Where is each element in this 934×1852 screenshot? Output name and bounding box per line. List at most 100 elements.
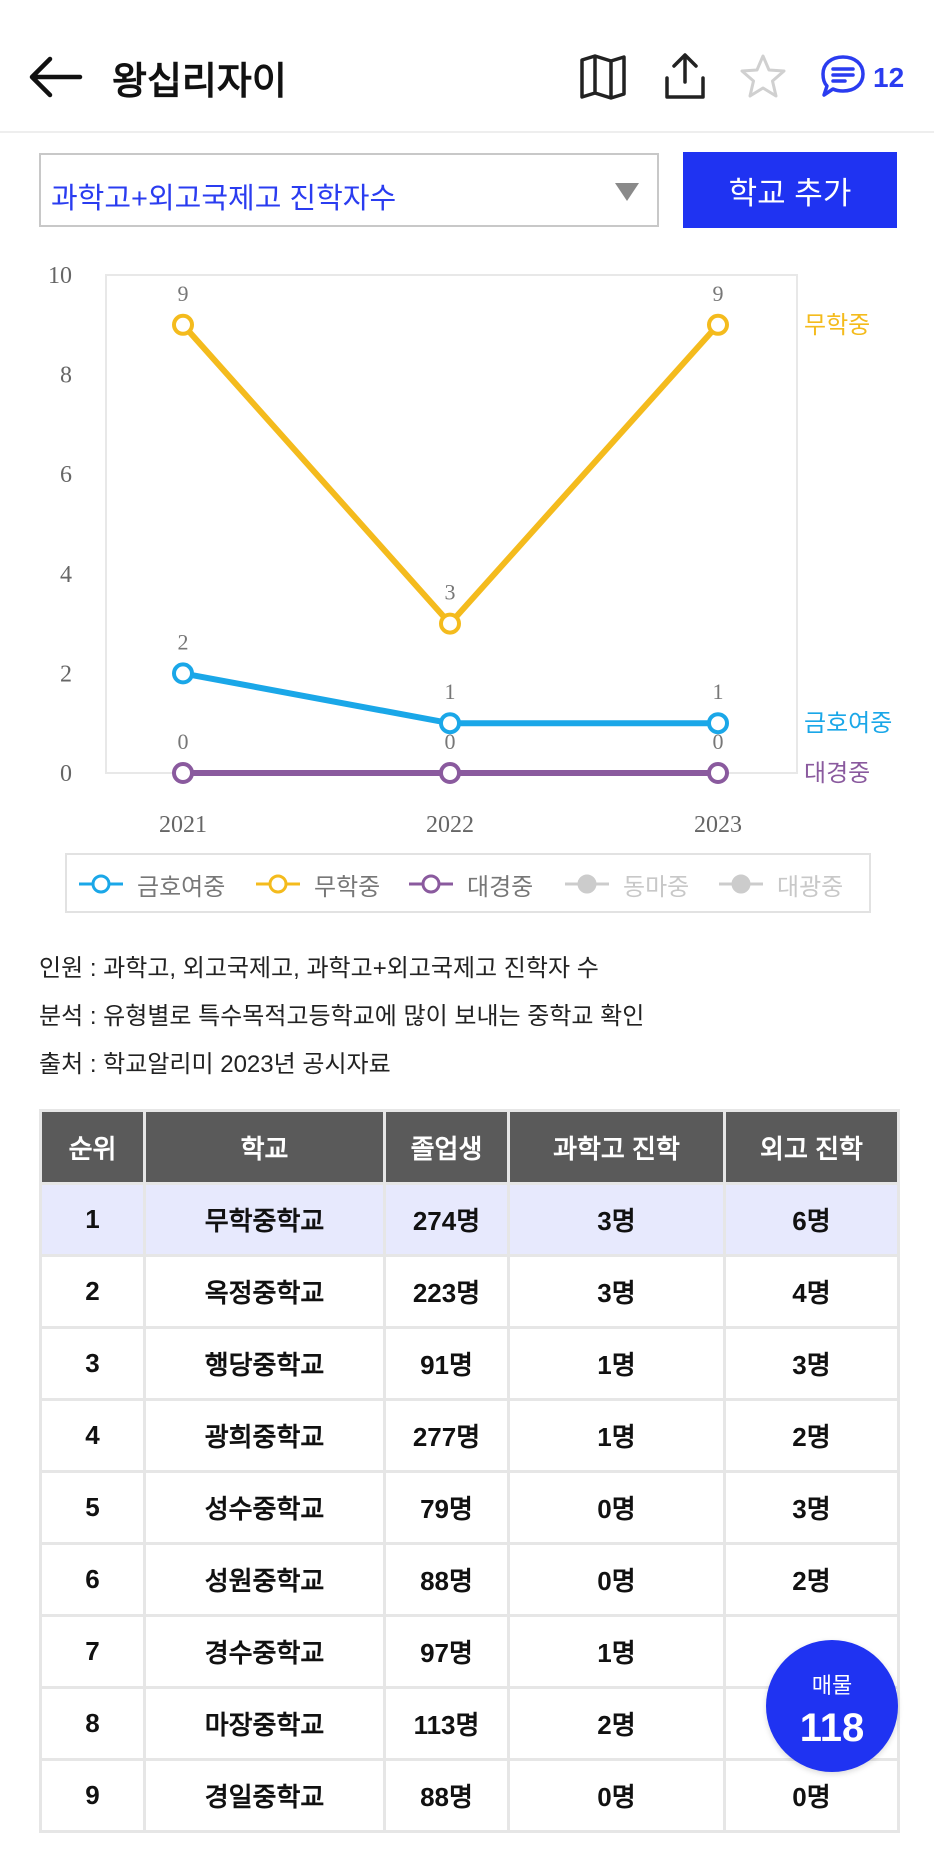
table-row[interactable]: 9 경일중학교 88명 0명 0명 bbox=[39, 1758, 900, 1833]
table-row[interactable]: 2 옥정중학교 223명 3명 4명 bbox=[39, 1254, 900, 1329]
x-tick-label: 2022 bbox=[426, 812, 474, 838]
note-members: 인원 : 과학고, 외고국제고, 과학고+외고국제고 진학자 수 bbox=[39, 955, 599, 982]
cell-foreign: 3명 bbox=[723, 1470, 900, 1545]
data-point bbox=[439, 612, 461, 635]
data-point bbox=[439, 762, 461, 784]
cell-rank: 3 bbox=[39, 1326, 146, 1401]
y-tick-label: 4 bbox=[60, 562, 72, 588]
chart-legend: 금호여중 무학중 대경중 동마중 대광중 bbox=[65, 853, 871, 913]
legend-label: 대광중 bbox=[777, 873, 844, 901]
share-icon[interactable] bbox=[660, 52, 710, 102]
cell-science: 0명 bbox=[507, 1542, 726, 1617]
cell-school: 성원중학교 bbox=[143, 1542, 386, 1617]
series-end-label: 무학중 bbox=[804, 311, 870, 339]
header-foreign-hs: 외고 진학 bbox=[723, 1109, 900, 1185]
data-label: 2 bbox=[178, 629, 189, 654]
data-label: 0 bbox=[713, 729, 724, 754]
cell-school: 행당중학교 bbox=[143, 1326, 386, 1401]
table-row[interactable]: 7 경수중학교 97명 1명 bbox=[39, 1614, 900, 1689]
metric-select[interactable]: 과학고+외고국제고 진학자수 bbox=[39, 153, 659, 227]
cell-rank: 4 bbox=[39, 1398, 146, 1473]
note-analysis: 분석 : 유형별로 특수목적고등학교에 많이 보내는 중학교 확인 bbox=[39, 1003, 645, 1030]
data-label: 1 bbox=[713, 679, 724, 704]
page-title: 왕십리자이 bbox=[112, 61, 287, 103]
cell-science: 0명 bbox=[507, 1470, 726, 1545]
listings-fab[interactable]: 매물 118 bbox=[766, 1640, 898, 1772]
ranking-table: 순위 학교 졸업생 과학고 진학 외고 진학 1 무학중학교 274명 3명 6… bbox=[39, 1109, 900, 1833]
data-label: 9 bbox=[713, 281, 724, 306]
cell-graduates: 274명 bbox=[383, 1182, 510, 1257]
legend-marker-icon bbox=[719, 874, 763, 894]
legend-marker-icon bbox=[256, 874, 300, 894]
header-science-hs: 과학고 진학 bbox=[507, 1109, 726, 1185]
cell-school: 경일중학교 bbox=[143, 1758, 386, 1833]
data-label: 1 bbox=[445, 679, 456, 704]
y-tick-label: 6 bbox=[60, 462, 72, 488]
y-tick-label: 2 bbox=[60, 661, 72, 687]
cell-school: 광희중학교 bbox=[143, 1398, 386, 1473]
cell-science: 3명 bbox=[507, 1182, 726, 1257]
comment-icon[interactable] bbox=[818, 52, 868, 102]
cell-foreign: 4명 bbox=[723, 1254, 900, 1329]
chevron-down-icon bbox=[615, 183, 639, 201]
legend-item[interactable]: 무학중 bbox=[254, 867, 380, 901]
data-label: 0 bbox=[178, 729, 189, 754]
cell-graduates: 113명 bbox=[383, 1686, 510, 1761]
cell-foreign: 0명 bbox=[723, 1758, 900, 1833]
cell-science: 2명 bbox=[507, 1686, 726, 1761]
legend-label: 무학중 bbox=[314, 873, 381, 901]
cell-science: 1명 bbox=[507, 1326, 726, 1401]
table-row[interactable]: 5 성수중학교 79명 0명 3명 bbox=[39, 1470, 900, 1545]
cell-school: 성수중학교 bbox=[143, 1470, 386, 1545]
legend-item[interactable]: 금호여중 bbox=[77, 867, 225, 901]
cell-rank: 5 bbox=[39, 1470, 146, 1545]
back-arrow-icon[interactable] bbox=[28, 52, 84, 102]
legend-marker-icon bbox=[79, 874, 123, 894]
y-tick-label: 0 bbox=[60, 761, 72, 787]
header-rank: 순위 bbox=[39, 1109, 146, 1185]
cell-school: 경수중학교 bbox=[143, 1614, 386, 1689]
fab-count: 118 bbox=[799, 1706, 865, 1750]
cell-rank: 6 bbox=[39, 1542, 146, 1617]
cell-graduates: 277명 bbox=[383, 1398, 510, 1473]
cell-school: 무학중학교 bbox=[143, 1182, 386, 1257]
cell-rank: 2 bbox=[39, 1254, 146, 1329]
data-label: 9 bbox=[178, 281, 189, 306]
series-end-label: 금호여중 bbox=[804, 709, 892, 737]
chart-notes: 인원 : 과학고, 외고국제고, 과학고+외고국제고 진학자 수 분석 : 유형… bbox=[39, 945, 644, 1089]
header-graduates: 졸업생 bbox=[383, 1109, 510, 1185]
data-point bbox=[172, 662, 194, 685]
map-icon[interactable] bbox=[578, 52, 628, 102]
cell-foreign: 6명 bbox=[723, 1182, 900, 1257]
cell-foreign: 2명 bbox=[723, 1542, 900, 1617]
table-row[interactable]: 3 행당중학교 91명 1명 3명 bbox=[39, 1326, 900, 1401]
legend-label: 금호여중 bbox=[137, 873, 226, 901]
cell-graduates: 88명 bbox=[383, 1542, 510, 1617]
cell-rank: 7 bbox=[39, 1614, 146, 1689]
x-tick-label: 2021 bbox=[159, 812, 207, 838]
header-school: 학교 bbox=[143, 1109, 386, 1185]
data-label: 0 bbox=[445, 729, 456, 754]
cell-science: 3명 bbox=[507, 1254, 726, 1329]
legend-item[interactable]: 대광중 bbox=[717, 867, 843, 901]
cell-science: 1명 bbox=[507, 1614, 726, 1689]
cell-rank: 9 bbox=[39, 1758, 146, 1833]
data-point bbox=[439, 712, 461, 735]
cell-science: 0명 bbox=[507, 1758, 726, 1833]
data-point bbox=[172, 762, 194, 784]
legend-item[interactable]: 동마중 bbox=[563, 867, 689, 901]
cell-graduates: 223명 bbox=[383, 1254, 510, 1329]
data-point bbox=[707, 712, 729, 735]
data-point bbox=[707, 313, 729, 336]
cell-school: 마장중학교 bbox=[143, 1686, 386, 1761]
cell-foreign: 3명 bbox=[723, 1326, 900, 1401]
y-tick-label: 10 bbox=[48, 263, 72, 289]
table-row[interactable]: 4 광희중학교 277명 1명 2명 bbox=[39, 1398, 900, 1473]
table-row[interactable]: 1 무학중학교 274명 3명 6명 bbox=[39, 1182, 900, 1257]
legend-marker-icon bbox=[565, 874, 609, 894]
line-chart: 0 2 4 6 8 10 2021 2022 2023 0 0 0 대경중 2 1 1 금호여중 9 3 9 무학중 bbox=[48, 263, 892, 838]
star-icon[interactable] bbox=[738, 52, 788, 102]
add-school-button[interactable]: 학교 추가 bbox=[683, 152, 897, 228]
legend-item[interactable]: 대경중 bbox=[407, 867, 533, 901]
table-row[interactable]: 6 성원중학교 88명 0명 2명 bbox=[39, 1542, 900, 1617]
